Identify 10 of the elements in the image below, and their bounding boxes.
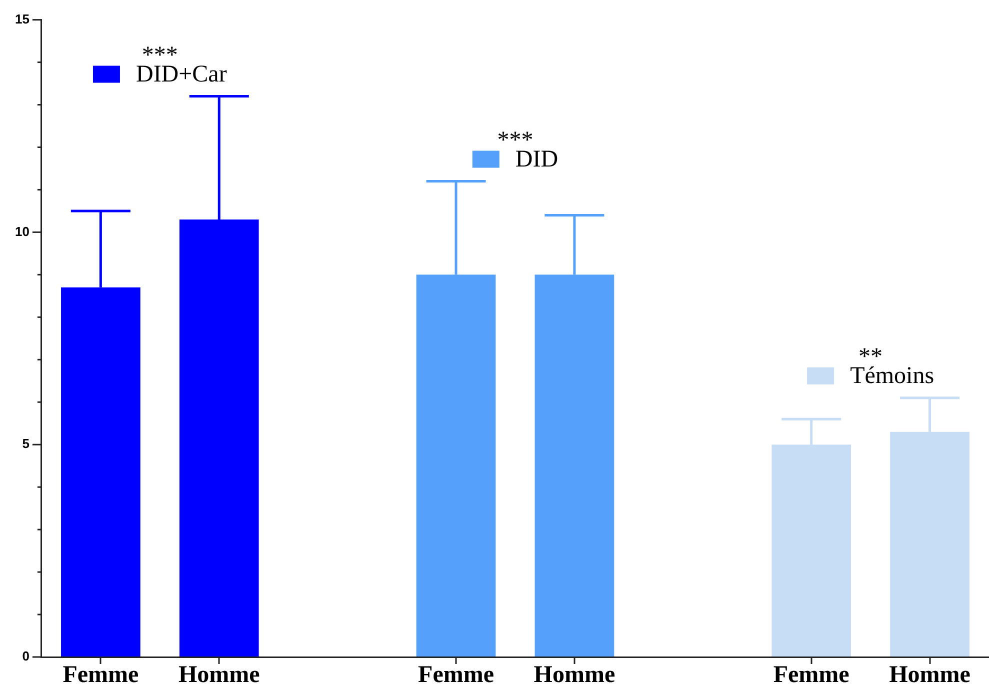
x-tick-label: Femme	[62, 662, 139, 688]
x-tick-label: Femme	[773, 662, 850, 688]
x-tick-label: Homme	[178, 662, 260, 688]
y-tick-label: 5	[22, 436, 30, 452]
x-tick-label: Homme	[889, 662, 971, 688]
y-tick-label: 10	[14, 224, 30, 239]
x-tick-label: Homme	[534, 662, 616, 688]
x-tick-label: Femme	[418, 662, 494, 688]
y-tick-label: 15	[14, 11, 30, 26]
y-tick-label: 0	[22, 648, 30, 664]
